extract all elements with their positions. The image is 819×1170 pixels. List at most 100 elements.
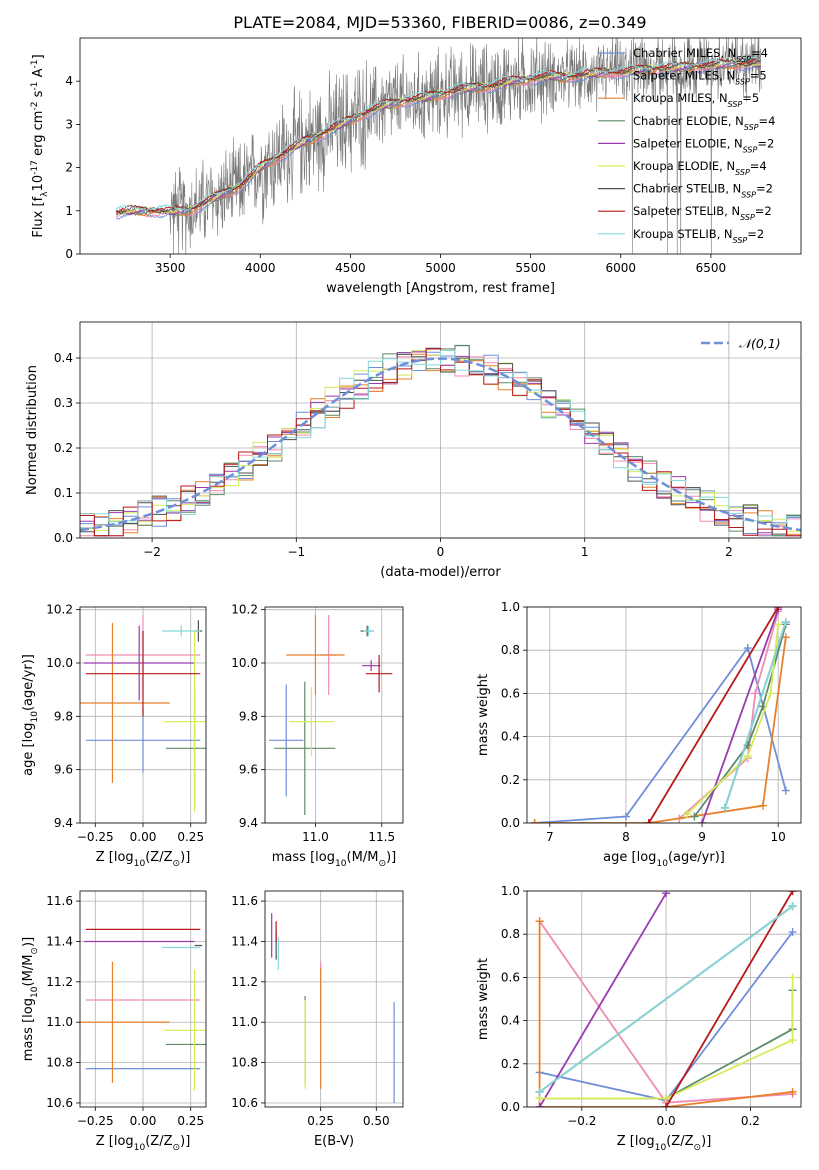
mass-weight-point [751, 689, 760, 698]
figure-title: PLATE=2084, MJD=53360, FIBERID=0086, z=0… [233, 13, 646, 32]
y-tick-label: 0.2 [501, 773, 520, 787]
y-tick-label: 0.1 [54, 486, 73, 500]
weight-vs-age-panel: 7 8 9 10 0.0 0.2 0.4 0.6 0.8 1.0 age [log10(age/yr… [476, 600, 802, 869]
mass-vs-Z-frame [79, 890, 207, 1108]
legend-entry: Chabrier STELIB, NSSP=2 [633, 182, 773, 200]
residuals-panel: −2 −1 0 1 2 0.0 0.1 0.2 0.3 0.4 (data-model)/error… [25, 321, 802, 580]
y-tick-label: 9.8 [239, 709, 258, 723]
x-tick-label: 10 [771, 830, 786, 844]
y-axis-label: Normed distribution [25, 365, 40, 495]
y-axis-label: mass weight [476, 958, 491, 1040]
y-tick-label: 10.0 [231, 656, 258, 670]
x-tick-label: −0.25 [77, 1114, 114, 1128]
mass-weight-point [662, 1094, 671, 1103]
mass-weight-point [720, 803, 729, 812]
y-axis-label: mass [log10(M/M⊙)] [21, 937, 40, 1061]
x-tick-label: −0.25 [77, 830, 114, 844]
mass-weight-point [788, 891, 797, 895]
x-tick-label: 6500 [696, 261, 727, 275]
legend-entry: Salpeter MILES, NSSP=5 [633, 69, 767, 87]
mass-weight-line [539, 977, 794, 1100]
residuals-frame [79, 321, 802, 539]
x-tick-label: 5000 [425, 261, 456, 275]
mass-weight-point [766, 689, 775, 698]
y-axis-label: mass weight [476, 674, 491, 756]
model-spectrum-line [115, 62, 761, 219]
mass-weight-line [665, 891, 794, 1107]
y-tick-label: 1.0 [501, 600, 520, 614]
mass-weight-point [743, 752, 752, 761]
y-tick-label: 0.2 [54, 441, 73, 455]
x-tick-label: −1 [287, 545, 305, 559]
model-spectrum-line [115, 62, 761, 217]
mass-weight-line [648, 607, 779, 823]
y-tick-label: 0.0 [54, 531, 73, 545]
y-tick-label: 0.3 [54, 396, 73, 410]
model-spectrum-line [115, 58, 761, 216]
mass-weight-point [781, 618, 790, 627]
y-tick-label: 0.6 [501, 686, 520, 700]
x-axis-label: Z [log10(Z/Z⊙)] [617, 1134, 712, 1153]
x-axis-label: E(B-V) [314, 1134, 354, 1149]
x-axis-label: mass [log10(M/M⊙)] [272, 850, 396, 869]
weight-vs-Z-frame [526, 890, 802, 1108]
mass-vs-ebv-plot-area [271, 913, 395, 1103]
x-tick-label: 11.0 [302, 830, 329, 844]
residual-histogram [80, 350, 801, 524]
legend-entry: 𝒩(0,1) [739, 336, 781, 351]
y-tick-label: 10.6 [46, 1096, 73, 1110]
x-tick-label: 0.25 [307, 1114, 334, 1128]
mass-weight-point [621, 812, 630, 821]
mass-weight-point [758, 801, 767, 810]
mass-weight-point [743, 644, 752, 653]
y-tick-label: 9.8 [54, 709, 73, 723]
y-tick-label: 10.2 [46, 603, 73, 617]
y-tick-label: 10.6 [231, 1096, 258, 1110]
x-axis-label: (data-model)/error [380, 565, 501, 580]
y-tick-label: 0.8 [501, 643, 520, 657]
mass-weight-point [530, 819, 539, 823]
legend-entry: Kroupa MILES, NSSP=5 [633, 91, 759, 109]
x-tick-label: 0.00 [130, 830, 157, 844]
y-tick-label: 0.6 [501, 970, 520, 984]
normal-distribution-curve [80, 357, 801, 532]
x-tick-label: −0.2 [567, 1114, 596, 1128]
x-tick-label: 2 [725, 545, 733, 559]
y-tick-label: 0 [65, 247, 73, 261]
spectrum-frame [79, 37, 802, 255]
mass-weight-point [788, 1087, 797, 1096]
mass-vs-ebv-frame [264, 890, 404, 1108]
mass-weight-point [682, 810, 691, 819]
weight-vs-age-frame [526, 606, 802, 824]
mass-weight-point [788, 902, 797, 911]
x-tick-label: −2 [143, 545, 161, 559]
legend-entry: Chabrier MILES, NSSP=4 [633, 46, 768, 64]
y-tick-label: 10.2 [231, 603, 258, 617]
mass-weight-line [534, 637, 787, 823]
residuals-plot-area [80, 344, 801, 537]
x-tick-label: 6000 [605, 261, 636, 275]
age-vs-Z-plot-area [80, 615, 206, 813]
x-tick-label: 0.25 [177, 1114, 204, 1128]
mass-weight-point [662, 891, 671, 898]
x-tick-label: 3500 [155, 261, 186, 275]
mass-weight-point [662, 1103, 671, 1107]
x-axis-label: Z [log10(Z/Z⊙)] [96, 850, 191, 869]
y-axis-label: age [log10(age/yr)] [21, 654, 40, 776]
x-axis-label: Z [log10(Z/Z⊙)] [96, 1134, 191, 1153]
age-vs-Z-frame [79, 606, 207, 824]
x-tick-label: 0.00 [130, 1114, 157, 1128]
x-tick-label: 11.5 [368, 830, 395, 844]
y-tick-label: 11.0 [46, 1015, 73, 1029]
y-tick-label: 11.0 [231, 1015, 258, 1029]
spectrum-plot-area [115, 38, 762, 254]
mass-weight-point [644, 819, 653, 823]
mass-weight-line [538, 892, 667, 1107]
mass-weight-point [535, 1087, 544, 1096]
mass-weight-line [539, 905, 794, 1093]
x-tick-label: 0.25 [177, 830, 204, 844]
legend-entry: Salpeter STELIB, NSSP=2 [633, 204, 772, 222]
mass-vs-Z-panel: −0.25 0.00 0.25 10.6 10.8 11.0 11.2 11.4 11.6 Z [… [21, 890, 207, 1153]
legend-entry: Kroupa STELIB, NSSP=2 [633, 227, 764, 245]
